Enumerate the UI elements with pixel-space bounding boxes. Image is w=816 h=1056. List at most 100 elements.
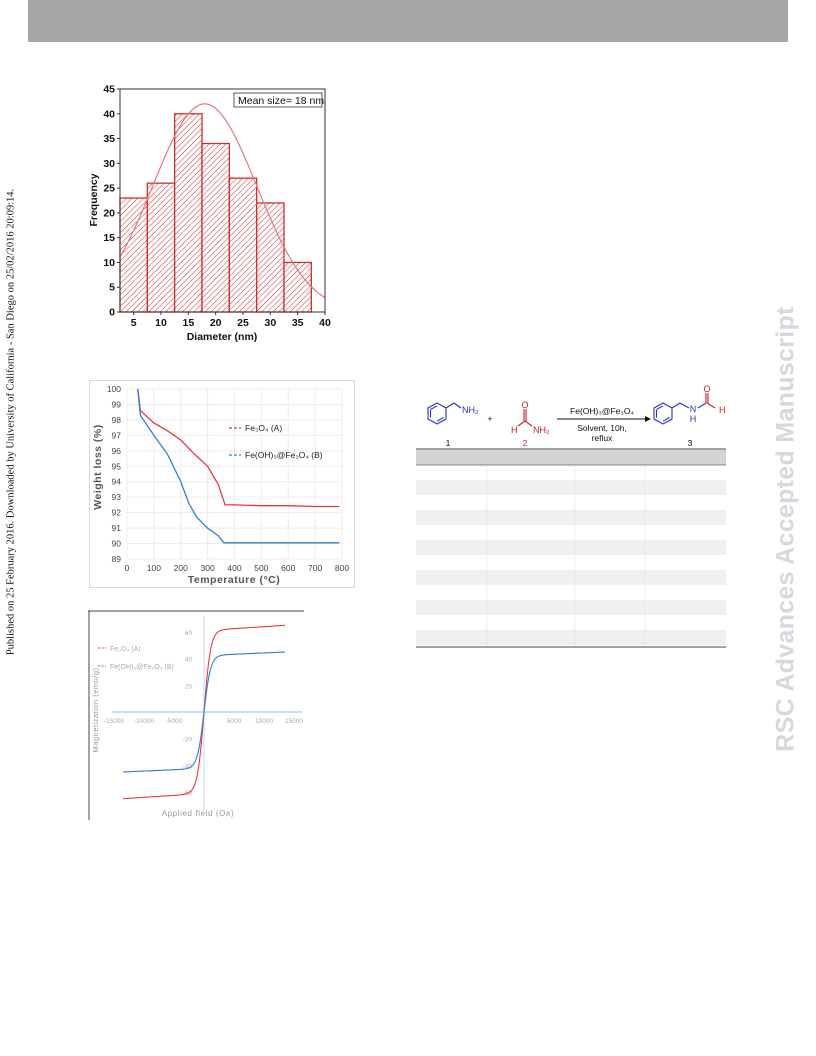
tga-outer-frame [89,380,355,588]
histogram-figure: Mean size= 18 nm 5 10 15 20 25 30 35 40 0 5 10 15 2… [84,82,334,344]
table-row [416,510,726,525]
histogram-x-tick-label: 10 [155,317,167,329]
histogram-x-tick-label: 25 [237,317,249,329]
histogram-y-tick-label: 35 [103,133,115,145]
vsm-y-tick-label: 20 [185,683,193,690]
product-oxygen: O [703,384,710,394]
vsm-x-tick-label: -5000 [166,718,183,725]
compound-2-oxygen: O [521,400,528,410]
reaction-scheme-svg: NH₂ 1 + O H NH₂ 2 Fe(OH)₃@Fe₃O₄ Solvent,… [427,384,726,448]
compound-3-label: 3 [688,438,693,448]
tga-y-tick-label: 96 [112,446,122,456]
histogram-y-tick-label: 5 [109,282,115,294]
vsm-legend-a: Fe₃O₄ (A) [110,646,141,653]
table-row [416,570,726,585]
vsm-x-tick-label: -10000 [134,718,155,725]
table-row [416,540,726,555]
product-hydrogen: H [719,405,726,415]
histogram-x-tick-label: 40 [319,317,331,329]
vsm-x-label: Applied field (Oe) [162,809,235,818]
compound-2-structure [517,409,533,427]
watermark: RSC Advances Accepted Manuscript [756,255,816,803]
product-nitrogen: N [690,404,697,414]
tga-legend-b: Fe(OH)₃@Fe₃O₄ (B) [245,450,323,460]
tga-x-tick-label: 400 [227,563,241,573]
tga-y-tick-label: 98 [112,415,122,425]
tga-chart: 0 100 200 300 400 500 600 700 800 89 90 91 92 93 94 95 9… [89,380,355,588]
tga-x-tick-label: 800 [335,563,349,573]
histogram-bar [256,202,285,313]
tga-legend-a: Fe₃O₄ (A) [245,423,282,433]
compound-2-amine: NH₂ [533,425,550,435]
tga-series-a [137,388,340,508]
vsm-figure: -15000 -10000 -5000 5000 10000 15000 60 40 20 -20… [88,610,304,820]
tga-y-tick-label: 99 [112,399,122,409]
reaction-scheme: NH₂ 1 + O H NH₂ 2 Fe(OH)₃@Fe₃O₄ Solvent,… [414,383,730,451]
vsm-y-tick-label: 40 [185,657,193,664]
table-row [416,480,726,495]
tga-x-tick-label: 200 [174,563,188,573]
compound-1-label: 1 [446,438,451,448]
histogram-bar [146,182,176,313]
histogram-y-label: Frequency [88,173,100,226]
header-bar [28,0,788,42]
table-header-row [416,450,726,465]
published-note-text: Published on 25 February 2016. Downloade… [5,188,17,656]
compound-2-label: 2 [523,438,528,448]
histogram-y-tick-label: 0 [109,307,115,319]
tga-y-tick-label: 94 [112,477,122,487]
tga-y-tick-label: 90 [112,539,122,549]
tga-y-tick-label: 100 [107,384,121,394]
histogram-x-tick-label: 20 [210,317,222,329]
tga-y-tick-label: 97 [112,430,122,440]
carbonyl-bonds [705,393,716,409]
tga-x-tick-label: 100 [147,563,161,573]
histogram-y-tick-label: 45 [103,84,115,96]
tga-figure: 0 100 200 300 400 500 600 700 800 89 90 91 92 93 94 95 9… [89,380,355,590]
histogram-y-tick-label: 10 [103,257,115,269]
tga-x-tick-label: 300 [201,563,215,573]
vsm-y-label: Magnetization (emu/g) [91,667,100,752]
histogram-y-tick-label: 20 [103,207,115,219]
vsm-x-tick-label: 10000 [255,718,273,725]
conditions-line-1: Solvent, 10h, [577,423,627,433]
tga-y-tick-label: 89 [112,554,122,564]
published-note: Published on 25 February 2016. Downloade… [2,182,20,662]
tga-x-tick-label: 500 [254,563,268,573]
tga-x-tick-label: 700 [308,563,322,573]
watermark-text: RSC Advances Accepted Manuscript [771,306,800,752]
table-row [416,630,726,645]
histogram-bar [228,177,258,313]
histogram-x-tick-label: 30 [264,317,276,329]
histogram-legend-box [233,92,323,108]
gaussian-fit-curve [119,103,326,299]
compound-2-hydrogen: H [511,425,518,435]
conditions-line-2: reflux [592,433,614,443]
tga-y-tick-label: 95 [112,461,122,471]
vsm-x-tick-label: 15000 [285,718,303,725]
histogram-x-tick-label: 15 [182,317,194,329]
tga-x-tick-label: 600 [281,563,295,573]
compound-1-structure [427,402,462,425]
histogram-x-tick-label: 5 [131,317,137,329]
arrow-head [645,416,651,422]
tga-y-tick-label: 92 [112,508,122,518]
histogram-y-tick-label: 30 [103,158,115,170]
histogram-frame [119,88,326,313]
plus-sign: + [487,414,492,424]
histogram-bar [174,113,203,313]
tga-y-label: Weight loss (%) [92,424,104,509]
histogram-y-tick-label: 40 [103,108,115,120]
histogram-x-tick-label: 35 [292,317,304,329]
vsm-y-tick-label: -40 [183,763,193,770]
tga-y-tick-label: 93 [112,492,122,502]
tga-y-tick-label: 91 [112,523,122,533]
vsm-y-tick-label: 60 [185,630,193,637]
tga-x-tick-label: 0 [125,563,130,573]
histogram-x-label: Diameter (nm) [187,331,258,343]
product-nh-hydrogen: H [690,414,697,424]
vsm-chart: -15000 -10000 -5000 5000 10000 15000 60 40 20 -20… [88,610,304,820]
vsm-x-tick-label: 5000 [227,718,242,725]
tga-x-label: Temperature (°C) [188,574,281,586]
tga-series-b [137,388,340,544]
